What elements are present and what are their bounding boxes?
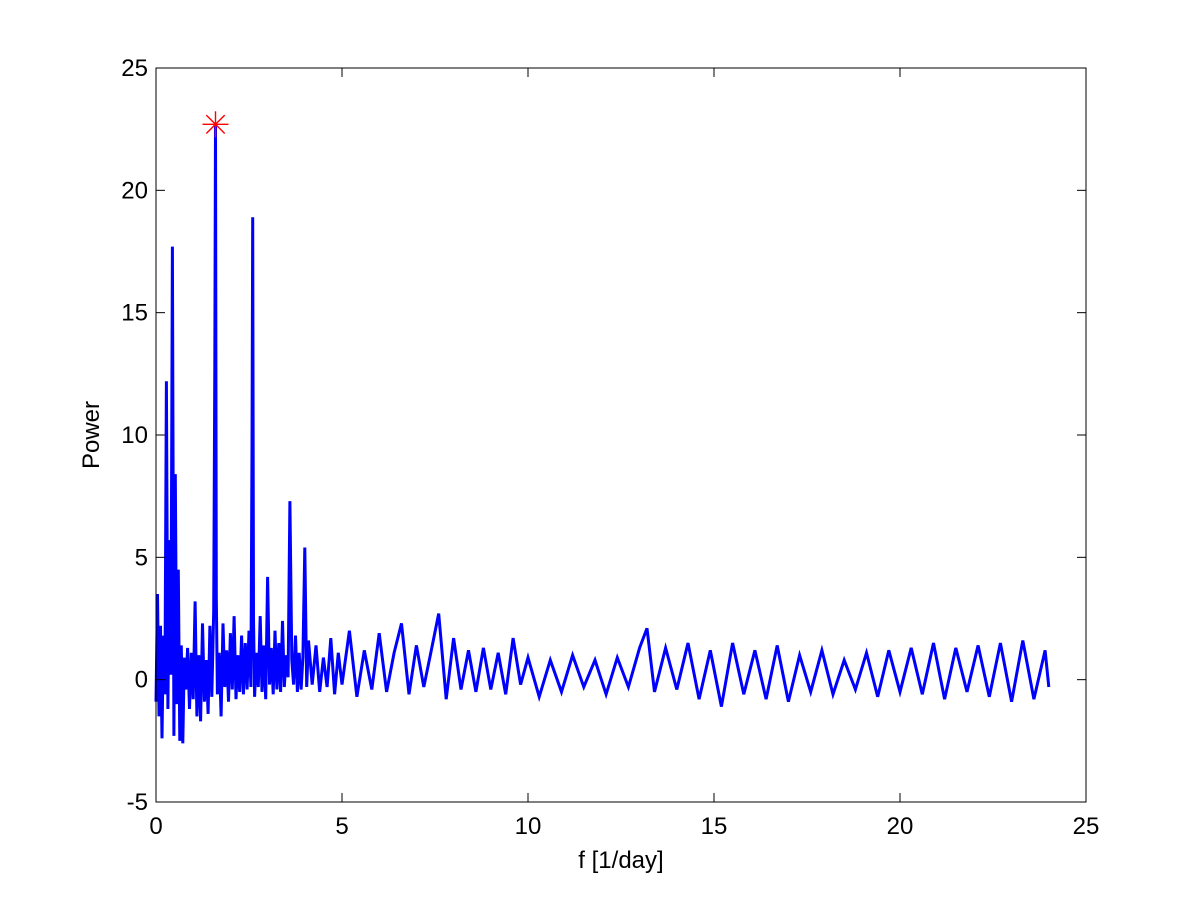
asterisk-stroke: [205, 114, 226, 134]
y-tick-label: -5: [127, 789, 148, 816]
x-tick-label: 0: [149, 813, 162, 840]
peak-asterisk-marker: [202, 111, 229, 138]
y-axis-label: Power: [78, 401, 105, 469]
x-tick-label: 10: [515, 813, 542, 840]
marker-layer: [202, 111, 229, 138]
x-tick-label: 15: [701, 813, 728, 840]
y-tick-label: 10: [121, 422, 148, 449]
y-tick-label: 0: [135, 667, 148, 694]
y-tick-label: 20: [121, 177, 148, 204]
y-tick-label: 25: [121, 55, 148, 82]
x-axis-label: f [1/day]: [578, 847, 663, 874]
y-tick-label: 5: [135, 544, 148, 571]
y-tick-label: 15: [121, 300, 148, 327]
x-tick-label: 5: [335, 813, 348, 840]
series-line-0: [154, 124, 1051, 744]
series-layer: [154, 124, 1051, 744]
x-tick-label: 25: [1073, 813, 1100, 840]
x-tick-label: 20: [887, 813, 914, 840]
